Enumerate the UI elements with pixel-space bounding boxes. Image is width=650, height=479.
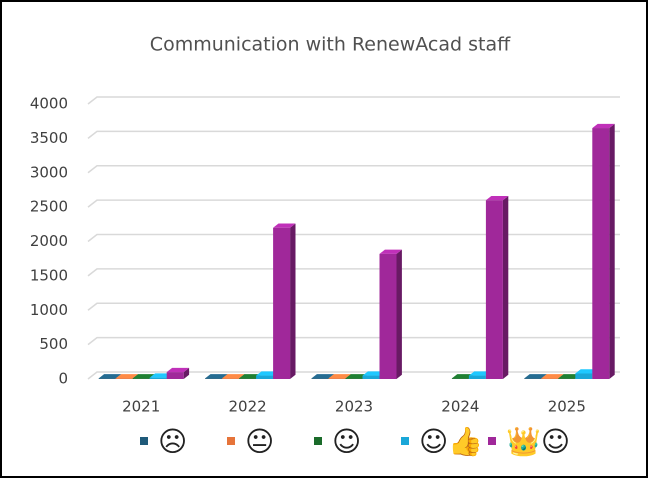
grid-line: [87, 268, 620, 277]
y-tick-label: 4000: [30, 95, 68, 113]
bar-face: [524, 378, 542, 379]
legend-label: ☺: [332, 425, 361, 458]
bar-face: [396, 249, 402, 379]
bar-face: [451, 374, 475, 379]
bar-face: [311, 374, 334, 379]
bar-face: [362, 375, 380, 379]
bar-face: [115, 374, 139, 379]
bar-face: [183, 367, 190, 379]
bar-face: [149, 377, 167, 379]
bar-face: [290, 223, 296, 379]
bar: [592, 123, 615, 379]
bar-face: [239, 378, 257, 379]
y-tick-label: 3500: [30, 129, 68, 147]
bar-face: [205, 378, 223, 379]
legend-marker: [314, 437, 322, 445]
grid-line: [87, 96, 620, 105]
bar-face: [328, 374, 351, 379]
bar-face: [541, 378, 559, 379]
bar-face: [205, 374, 228, 379]
bar-face: [379, 249, 402, 254]
bar-face: [256, 375, 274, 379]
bar-face: [592, 123, 615, 129]
bar-face: [222, 374, 245, 379]
bar-face: [592, 128, 610, 379]
bar-face: [345, 374, 368, 379]
bar-face: [451, 378, 469, 379]
y-tick-label: 1500: [30, 266, 68, 284]
bar-face: [273, 227, 291, 379]
bar-face: [575, 369, 598, 374]
bar-face: [98, 374, 122, 379]
grid-line: [87, 233, 620, 243]
bar-face: [541, 374, 564, 379]
chart-title: Communication with RenewAcad staff: [150, 34, 511, 56]
bar-face: [609, 123, 615, 379]
grid-line: [87, 302, 620, 311]
bar-face: [115, 378, 133, 379]
legend-marker: [140, 437, 148, 445]
bar-face: [239, 374, 262, 379]
y-tick-label: 1000: [30, 301, 68, 319]
bar-face: [362, 371, 385, 376]
bar-face: [575, 373, 593, 379]
bar: [379, 249, 402, 379]
bar-face: [166, 367, 190, 373]
bar-face: [149, 373, 173, 378]
bar-face: [256, 371, 279, 376]
grid-line: [87, 336, 620, 346]
x-tick-label: 2025: [548, 398, 586, 416]
bar-face: [311, 378, 329, 379]
y-tick-label: 0: [58, 370, 68, 388]
y-tick-label: 3000: [30, 163, 68, 181]
bar-face: [345, 378, 363, 379]
bar-face: [328, 378, 346, 379]
x-tick-label: 2023: [335, 398, 373, 416]
legend-marker: [227, 437, 235, 445]
bar-face: [222, 378, 240, 379]
bar-face: [524, 374, 547, 379]
grid-line: [87, 199, 620, 208]
bar: [273, 223, 296, 379]
legend-label: ☺👍: [419, 425, 483, 458]
bar-face: [502, 196, 509, 379]
bar-face: [485, 196, 509, 201]
bar-face: [132, 378, 150, 379]
bar-face: [379, 253, 397, 379]
grid-line: [87, 130, 620, 139]
legend-label: ☹: [158, 425, 187, 458]
legend-marker: [488, 437, 496, 445]
bar-face: [132, 374, 156, 379]
grid-line: [87, 165, 620, 174]
y-tick-label: 2500: [30, 198, 68, 216]
legend-label: 😐: [245, 425, 274, 458]
bar-face: [166, 372, 184, 379]
x-tick-label: 2022: [229, 398, 267, 416]
bar-face: [98, 378, 116, 379]
bar: [166, 367, 190, 379]
bar-face: [558, 374, 581, 379]
legend-marker: [401, 437, 409, 445]
x-tick-label: 2024: [441, 398, 479, 416]
grid-line: [87, 371, 620, 380]
bar: [485, 196, 509, 379]
y-tick-label: 500: [39, 335, 68, 353]
y-tick-label: 2000: [30, 232, 68, 250]
legend-label: 👑☺: [506, 425, 570, 458]
bar-face: [273, 223, 296, 228]
bar-face: [558, 378, 576, 379]
bar-face: [468, 375, 486, 379]
bar-face: [468, 371, 492, 376]
bar-face: [485, 200, 503, 379]
x-tick-label: 2021: [122, 398, 160, 416]
